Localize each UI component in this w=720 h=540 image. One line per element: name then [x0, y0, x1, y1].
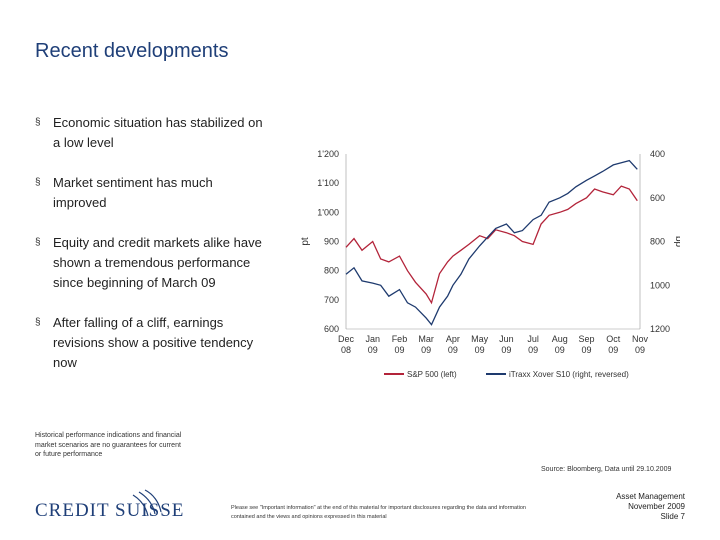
disclaimer: Historical performance indications and f… — [35, 432, 182, 458]
x-tick-label-year: 08 — [341, 345, 351, 355]
bullet-item: § After falling of a cliff, earnings rev… — [35, 313, 265, 373]
bullet-text: Market sentiment has much improved — [53, 175, 213, 210]
bullet-marker: § — [35, 237, 41, 248]
footer-right: Asset Management November 2009 Slide 7 — [560, 492, 685, 522]
y-tick-label-left: 1'000 — [317, 207, 339, 217]
footer-line: November 2009 — [628, 502, 685, 511]
footer-line: Asset Management — [616, 492, 685, 501]
sail-icon — [132, 489, 162, 517]
x-tick-label-year: 09 — [635, 345, 645, 355]
bullet-list: § Economic situation has stabilized on a… — [35, 113, 265, 393]
x-tick-label-month: May — [471, 334, 489, 344]
x-tick-label-year: 09 — [582, 345, 592, 355]
y-tick-label-left: 600 — [324, 324, 339, 334]
bullet-marker: § — [35, 177, 41, 188]
footer-line: Slide 7 — [660, 512, 685, 521]
y-tick-label-right: 600 — [650, 193, 665, 203]
legend-label-itraxx: iTraxx Xover S10 (right, reversed) — [509, 370, 629, 379]
logo-text: CREDIT SUISSE — [35, 500, 185, 521]
bullet-text: Equity and credit markets alike have sho… — [53, 235, 262, 290]
bullet-item: § Market sentiment has much improved — [35, 173, 265, 213]
x-tick-label-month: Mar — [418, 334, 434, 344]
x-tick-label-month: Jan — [365, 334, 380, 344]
x-tick-label-month: Jul — [527, 334, 539, 344]
x-tick-label-month: Apr — [446, 334, 460, 344]
x-tick-label-month: Nov — [632, 334, 649, 344]
x-tick-label-month: Aug — [552, 334, 568, 344]
x-tick-label-year: 09 — [394, 345, 404, 355]
source-note: Source: Bloomberg, Data until 29.10.2009 — [541, 466, 672, 473]
chart: 1'200 1'100 1'000 900 800 700 600 400 600 800 1000… — [296, 142, 684, 392]
y-tick-label-left: 900 — [324, 237, 339, 247]
x-tick-label-month: Feb — [392, 334, 408, 344]
y-tick-label-right: 1200 — [650, 324, 670, 334]
x-tick-label-year: 09 — [501, 345, 511, 355]
bullet-marker: § — [35, 317, 41, 328]
y-tick-label-right: 400 — [650, 149, 665, 159]
x-tick-label-year: 09 — [368, 345, 378, 355]
credit-suisse-logo: CREDIT SUISSE — [35, 488, 183, 523]
x-tick-label-year: 09 — [421, 345, 431, 355]
y-axis-label-right: bp — [673, 236, 680, 248]
bullet-item: § Economic situation has stabilized on a… — [35, 113, 265, 153]
y-tick-label-left: 1'100 — [317, 178, 339, 188]
bullet-item: § Equity and credit markets alike have s… — [35, 233, 265, 293]
y-axis-label-left: pt — [300, 237, 311, 246]
bullet-marker: § — [35, 117, 41, 128]
chart-svg: 1'200 1'100 1'000 900 800 700 600 400 600 800 1000… — [300, 149, 684, 379]
y-tick-label-left: 800 — [324, 266, 339, 276]
footnote: Please see "Important information" at th… — [231, 505, 526, 520]
y-tick-label-left: 1'200 — [317, 149, 339, 159]
x-tick-label-year: 09 — [475, 345, 485, 355]
x-tick-label-month: Oct — [606, 334, 621, 344]
x-tick-label-month: Sep — [579, 334, 595, 344]
bullet-text: After falling of a cliff, earnings revis… — [53, 315, 254, 370]
series-line-sp500 — [345, 185, 638, 305]
series-line-itraxx — [345, 159, 638, 326]
x-tick-label-month: Jun — [499, 334, 514, 344]
bullet-text: Economic situation has stabilized on a l… — [53, 115, 263, 150]
x-tick-label-year: 09 — [608, 345, 618, 355]
legend-label-sp500: S&P 500 (left) — [407, 370, 457, 379]
y-tick-label-left: 700 — [324, 295, 339, 305]
x-tick-label-year: 09 — [448, 345, 458, 355]
x-tick-label-year: 09 — [555, 345, 565, 355]
y-tick-label-right: 1000 — [650, 280, 670, 290]
y-tick-label-right: 800 — [650, 237, 665, 247]
x-tick-label-month: Dec — [338, 334, 355, 344]
x-tick-label-year: 09 — [528, 345, 538, 355]
slide-title: Recent developments — [35, 40, 229, 62]
